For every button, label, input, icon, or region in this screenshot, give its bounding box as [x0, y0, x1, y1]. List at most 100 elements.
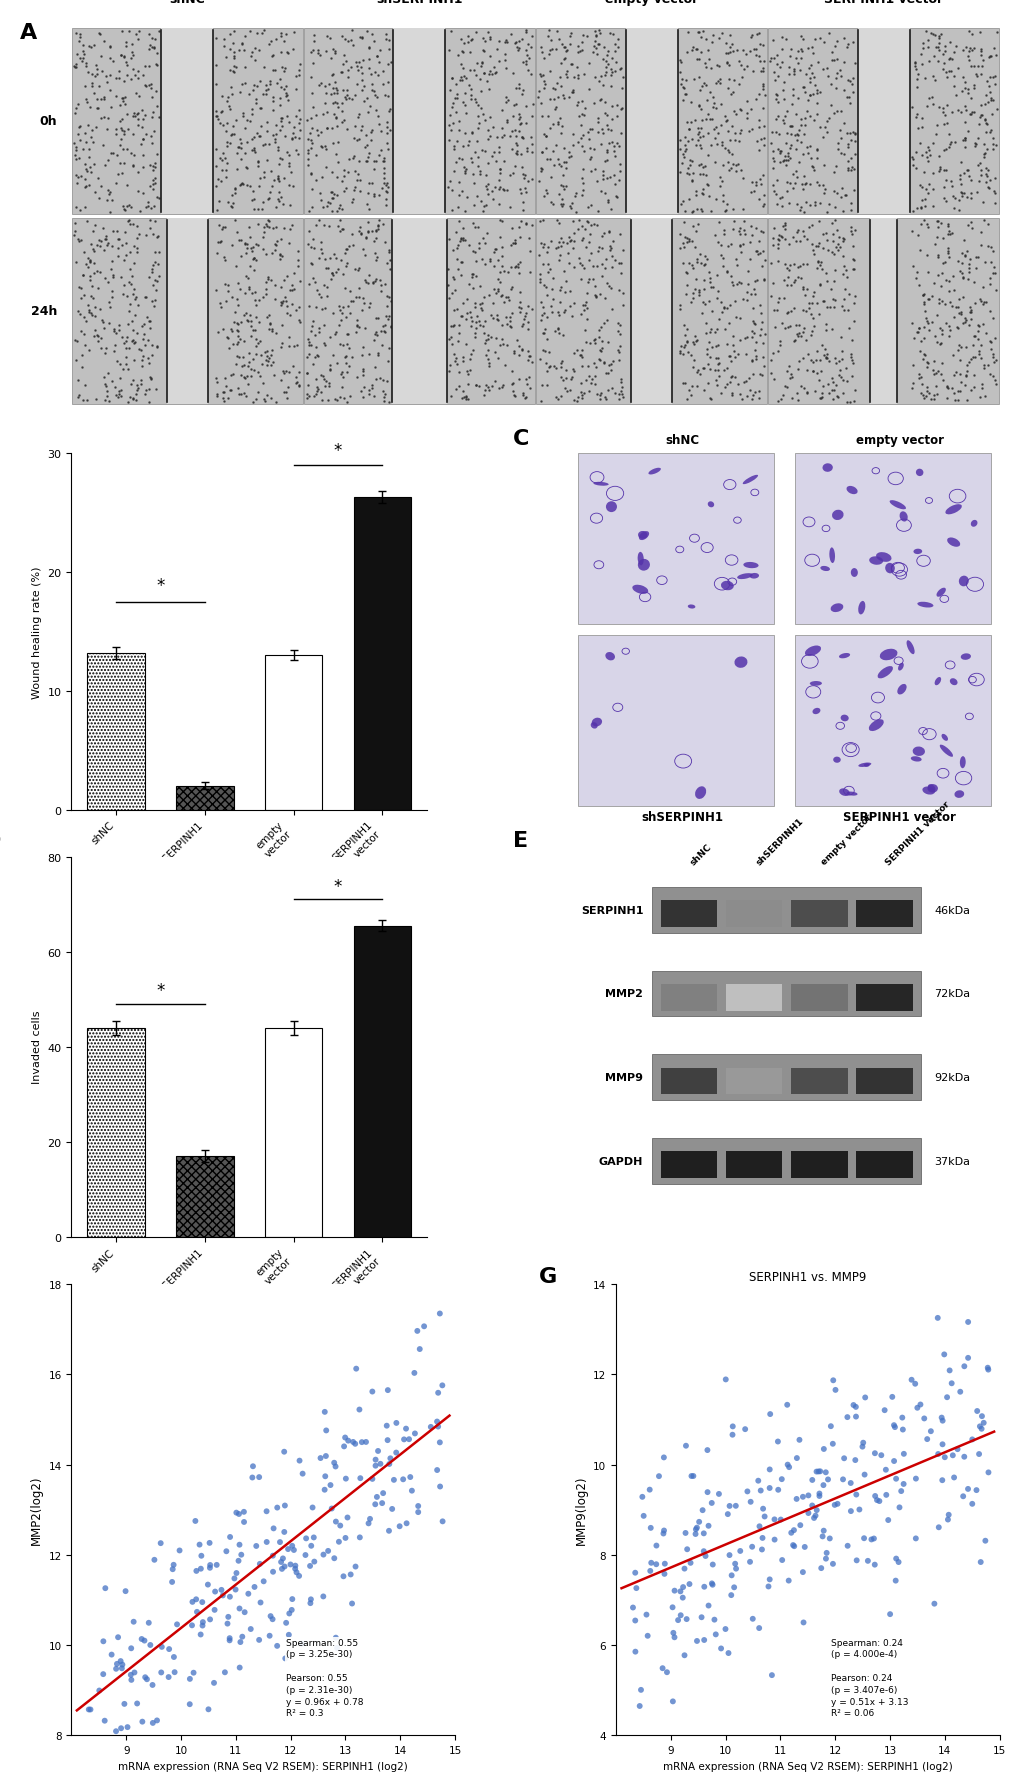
- Point: [703, 1570, 719, 1598]
- Point: [695, 288, 711, 317]
- Point: [130, 64, 147, 93]
- Ellipse shape: [638, 532, 648, 541]
- Point: [250, 308, 266, 336]
- Point: [208, 25, 224, 53]
- Point: [844, 363, 860, 392]
- Point: [307, 344, 323, 372]
- Point: [951, 162, 967, 190]
- Point: [273, 288, 289, 317]
- Point: [93, 43, 109, 71]
- Point: [608, 91, 625, 119]
- Point: [764, 271, 781, 299]
- Point: [704, 28, 720, 57]
- Point: [376, 82, 392, 110]
- Point: [957, 306, 973, 335]
- Point: [713, 128, 730, 157]
- Point: [663, 1593, 680, 1622]
- Point: [574, 336, 590, 365]
- Point: [794, 171, 810, 199]
- Point: [120, 1744, 137, 1773]
- Point: [308, 294, 324, 322]
- Point: [784, 224, 800, 253]
- Point: [86, 1744, 102, 1773]
- Point: [830, 57, 847, 85]
- Point: [201, 1529, 217, 1558]
- Point: [337, 1465, 354, 1493]
- Point: [590, 32, 606, 61]
- Point: [549, 233, 566, 262]
- Point: [557, 37, 574, 66]
- Point: [744, 381, 760, 409]
- Point: [271, 93, 287, 121]
- Point: [604, 162, 621, 190]
- Point: [242, 173, 258, 201]
- Point: [397, 1415, 414, 1444]
- Point: [972, 1415, 988, 1444]
- Point: [273, 23, 289, 52]
- Point: [288, 297, 305, 326]
- Point: [138, 73, 154, 101]
- Point: [245, 388, 261, 417]
- Point: [887, 1566, 903, 1595]
- Point: [531, 265, 547, 294]
- Point: [489, 276, 505, 304]
- Point: [246, 358, 262, 386]
- Point: [338, 235, 355, 263]
- Point: [144, 84, 160, 112]
- Point: [144, 103, 160, 132]
- Point: [802, 52, 818, 80]
- Point: [244, 239, 260, 267]
- Point: [937, 59, 954, 87]
- Point: [110, 235, 126, 263]
- Point: [642, 1558, 658, 1586]
- Point: [551, 276, 568, 304]
- Point: [146, 117, 162, 146]
- Bar: [265, 655, 322, 810]
- Point: [258, 240, 274, 269]
- Point: [982, 233, 999, 262]
- Point: [277, 21, 293, 50]
- Point: [368, 244, 384, 272]
- Point: [259, 338, 275, 367]
- Point: [314, 295, 330, 324]
- Point: [279, 374, 296, 402]
- Point: [466, 57, 482, 85]
- Point: [374, 1490, 390, 1518]
- Point: [549, 315, 566, 344]
- Point: [352, 219, 368, 247]
- Point: [113, 116, 129, 144]
- Point: [73, 285, 90, 313]
- Point: [495, 176, 512, 205]
- Point: [565, 132, 581, 160]
- Point: [777, 119, 794, 148]
- Point: [230, 344, 247, 372]
- Point: [923, 130, 940, 158]
- Point: [982, 116, 999, 144]
- Point: [291, 306, 308, 335]
- Point: [981, 43, 998, 71]
- Point: [573, 164, 589, 192]
- Point: [365, 271, 381, 299]
- Point: [690, 119, 706, 148]
- Point: [949, 294, 965, 322]
- Point: [754, 1495, 770, 1524]
- Point: [973, 53, 989, 82]
- Point: [144, 25, 160, 53]
- Point: [749, 240, 765, 269]
- Point: [514, 335, 530, 363]
- Point: [842, 196, 858, 224]
- Point: [465, 237, 481, 265]
- Point: [798, 251, 814, 279]
- Point: [353, 77, 369, 105]
- Point: [151, 1736, 167, 1764]
- Point: [754, 239, 770, 267]
- Point: [497, 304, 514, 333]
- Point: [463, 27, 479, 55]
- Point: [125, 153, 142, 182]
- Point: [731, 231, 747, 260]
- Point: [691, 160, 707, 189]
- Point: [693, 107, 709, 135]
- Point: [82, 94, 98, 123]
- Point: [796, 105, 812, 134]
- Point: [83, 158, 99, 187]
